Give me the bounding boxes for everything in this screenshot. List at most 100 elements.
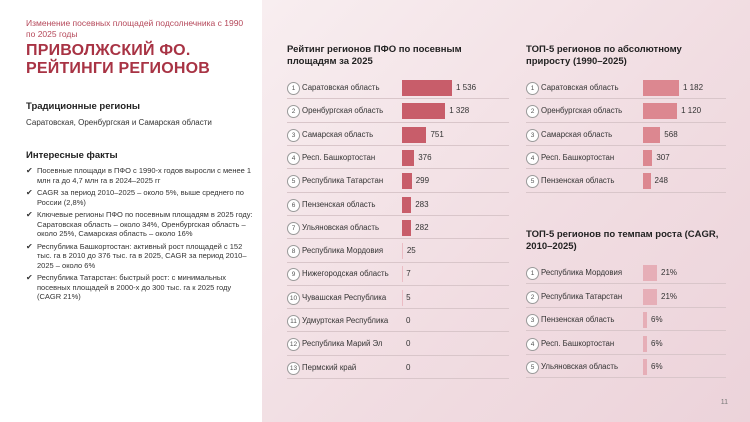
- traditional-heading: Традиционные регионы: [26, 101, 140, 112]
- chart-row: 4 Респ. Башкортостан 376: [287, 148, 509, 169]
- rank-badge: 2: [526, 290, 539, 304]
- value-label: 283: [415, 199, 429, 209]
- row-divider: [287, 121, 509, 123]
- category-label: Республика Татарстан: [302, 176, 384, 186]
- chart-row: 3 Пензенская область 6%: [526, 310, 726, 331]
- chart-row: 3 Самарская область 568: [526, 125, 726, 146]
- chart-row: 5 Пензенская область 248: [526, 171, 726, 193]
- checkmark-icon: ✔: [26, 210, 33, 219]
- rank-badge: 5: [287, 175, 300, 189]
- row-divider: [287, 378, 509, 379]
- slide-title: ПРИВОЛЖСКИЙ ФО. РЕЙТИНГИ РЕГИОНОВ: [26, 42, 210, 78]
- chart-title-abs-growth: ТОП-5 регионов по абсолютному приросту (…: [526, 44, 682, 67]
- fact-item: ✔ Республика Татарстан: быстрый рост: с м…: [26, 273, 232, 301]
- bar: [643, 173, 651, 190]
- bar: [643, 265, 657, 281]
- rank-badge: 4: [526, 337, 539, 351]
- row-divider: [526, 98, 726, 99]
- rank-badge: 6: [287, 198, 300, 212]
- row-divider: [287, 145, 509, 146]
- category-label: Республика Татарстан: [541, 291, 623, 301]
- value-label: 6%: [651, 362, 663, 371]
- chart-row: 1 Саратовская область 1 536: [287, 78, 509, 99]
- value-label: 307: [656, 152, 670, 162]
- rank-badge: 3: [526, 314, 539, 327]
- category-label: Чувашская Республика: [302, 292, 387, 302]
- value-label: 282: [415, 222, 429, 232]
- value-label: 21%: [661, 291, 678, 301]
- value-label: 1 328: [449, 106, 470, 116]
- category-label: Самарская область: [302, 129, 374, 139]
- rank-badge: 1: [287, 82, 300, 95]
- rank-badge: 1: [526, 82, 539, 95]
- category-label: Республика Мордовия: [541, 268, 623, 277]
- fact-item: ✔ Ключевые регионы ПФО по посевным площад…: [26, 210, 253, 238]
- chart-row: 9 Нижегородская область 7: [287, 264, 509, 286]
- checkmark-icon: ✔: [26, 273, 33, 282]
- traditional-text: Саратовская, Оренбургская и Самарская об…: [26, 118, 212, 127]
- value-label: 299: [415, 176, 430, 186]
- bar: [402, 173, 412, 190]
- bar: [643, 126, 661, 143]
- row-divider: [287, 98, 509, 99]
- rank-badge: 2: [526, 105, 539, 119]
- chart-row: 10 Чувашская Республика 5: [287, 288, 509, 309]
- chart-row: 13 Пермский край 0: [287, 358, 509, 379]
- value-label: 248: [654, 176, 668, 186]
- value-label: 1 182: [683, 83, 704, 92]
- category-label: Респ. Башкортостан: [541, 338, 615, 348]
- value-label: 6%: [651, 338, 663, 348]
- title-line-2: РЕЙТИНГИ РЕГИОНОВ: [26, 60, 211, 77]
- bar: [643, 359, 647, 375]
- category-label: Удмуртская Республика: [302, 316, 389, 325]
- chart-row: 2 Республика Татарстан 21%: [526, 287, 726, 308]
- value-label: 5: [406, 292, 411, 302]
- category-label: Республика Мордовия: [302, 246, 384, 256]
- row-divider: [287, 284, 509, 286]
- rank-badge: 7: [287, 221, 300, 235]
- chart-row: 4 Респ. Башкортостан 6%: [526, 334, 726, 355]
- fact-item: ✔ Посевные площади в ПФО с 1990-х годов в…: [26, 166, 252, 185]
- rank-badge: 5: [526, 361, 539, 374]
- right-panel: Рейтинг регионов ПФО по посевным площадя…: [262, 0, 750, 422]
- value-label: 0: [406, 316, 411, 325]
- bar: [643, 335, 647, 352]
- category-label: Респ. Башкортостан: [541, 152, 615, 162]
- chart-row: 5 Республика Татарстан 299: [287, 171, 509, 193]
- category-label: Оренбургская область: [302, 106, 384, 116]
- chart-row: 5 Ульяновская область 6%: [526, 357, 726, 378]
- value-label: 568: [664, 129, 678, 139]
- left-panel: Изменение посевных площадей подсолнечник…: [0, 0, 262, 422]
- category-label: Саратовская область: [541, 83, 619, 92]
- category-label: Саратовская область: [302, 83, 380, 92]
- row-divider: [526, 121, 726, 123]
- rank-badge: 8: [287, 245, 300, 259]
- row-divider: [287, 168, 509, 169]
- rank-badge: 12: [287, 338, 300, 352]
- category-label: Пензенская область: [541, 176, 615, 186]
- row-divider: [526, 168, 726, 169]
- value-label: 7: [406, 269, 411, 279]
- row-divider: [287, 191, 509, 193]
- bar: [402, 219, 412, 236]
- chart-row: 2 Оренбургская область 1 328: [287, 101, 509, 123]
- chart-row: 4 Респ. Башкортостан 307: [526, 148, 726, 169]
- rank-badge: 3: [526, 128, 539, 142]
- row-divider: [526, 330, 726, 331]
- chart-row: 3 Самарская область 751: [287, 125, 509, 146]
- rank-badge: 4: [287, 151, 300, 165]
- value-label: 6%: [651, 315, 663, 324]
- rank-badge: 10: [287, 291, 300, 305]
- chart-row: 8 Республика Мордовия 25: [287, 241, 509, 263]
- row-divider: [287, 354, 509, 356]
- rank-badge: 5: [526, 175, 539, 189]
- rank-badge: 11: [287, 315, 300, 328]
- row-divider: [526, 145, 726, 146]
- value-label: 376: [418, 152, 432, 162]
- category-label: Пензенская область: [302, 199, 376, 209]
- category-label: Пензенская область: [541, 315, 615, 324]
- chart-row: 11 Удмуртская Республика 0: [287, 311, 509, 332]
- row-divider: [526, 283, 726, 284]
- category-label: Республика Марий Эл: [302, 339, 383, 349]
